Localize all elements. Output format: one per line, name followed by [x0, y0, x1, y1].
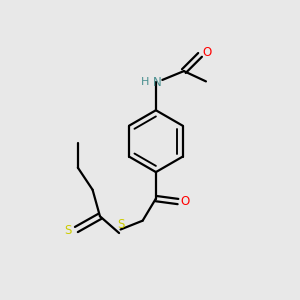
Text: H: H — [140, 77, 149, 87]
Text: S: S — [118, 218, 125, 231]
Text: O: O — [181, 195, 190, 208]
Text: N: N — [153, 76, 162, 89]
Text: O: O — [202, 46, 211, 59]
Text: S: S — [64, 224, 72, 238]
